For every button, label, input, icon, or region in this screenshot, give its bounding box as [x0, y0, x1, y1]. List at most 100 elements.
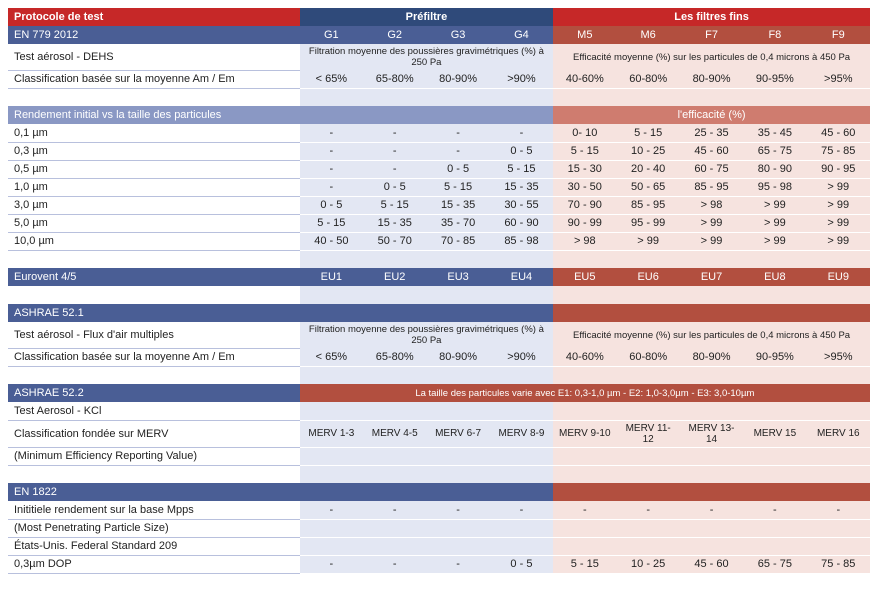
en779-aerosol-label: Test aérosol - DEHS: [8, 44, 300, 70]
particle-ff-4-1: 85 - 95: [616, 196, 679, 214]
particle-ff-3-3: 95 - 98: [743, 178, 806, 196]
particle-row-label-4: 3,0 µm: [8, 196, 300, 214]
en1822-row1-ff-0: -: [553, 501, 616, 519]
ashrae521-class-ff-4: >95%: [807, 348, 870, 366]
particle-pf-1-3: 0 - 5: [490, 142, 553, 160]
particle-pf-6-1: 50 - 70: [363, 232, 426, 250]
en1822-row3-ff-0: 5 - 15: [553, 555, 616, 573]
en779-class-pf-1: 65-80%: [363, 70, 426, 88]
particle-ff-6-2: > 99: [680, 232, 743, 250]
particle-pf-5-2: 35 - 70: [426, 214, 489, 232]
eurovent-pf-3: EU4: [490, 268, 553, 286]
ashrae522-pf-2: MERV 6-7: [426, 420, 489, 447]
ashrae521-class-ff-1: 60-80%: [616, 348, 679, 366]
filter-comparison-table: Protocole de testPréfiltreLes filtres fi…: [8, 8, 870, 574]
ashrae521-class-pf-1: 65-80%: [363, 348, 426, 366]
ashrae522-class-label: Classification fondée sur MERV: [8, 420, 300, 447]
eurovent-ff-3: EU8: [743, 268, 806, 286]
en1822-row1-ff-2: -: [680, 501, 743, 519]
particle-ff-4-3: > 99: [743, 196, 806, 214]
ashrae521-class-pf-3: >90%: [490, 348, 553, 366]
ashrae521-class-label: Classification basée sur la moyenne Am /…: [8, 348, 300, 366]
en1822-row1-pf-3: -: [490, 501, 553, 519]
en779-ff-2: F7: [680, 26, 743, 44]
en1822-row1-pf-0: -: [300, 501, 363, 519]
particles-title: Rendement initial vs la taille des parti…: [8, 106, 300, 124]
particle-ff-5-4: > 99: [807, 214, 870, 232]
en1822-row3-pf-2: -: [426, 555, 489, 573]
en779-class-label: Classification basée sur la moyenne Am /…: [8, 70, 300, 88]
particle-pf-1-1: -: [363, 142, 426, 160]
particle-ff-2-3: 80 - 90: [743, 160, 806, 178]
en779-class-ff-0: 40-60%: [553, 70, 616, 88]
particle-row-label-6: 10,0 µm: [8, 232, 300, 250]
particle-pf-6-0: 40 - 50: [300, 232, 363, 250]
particle-pf-3-3: 15 - 35: [490, 178, 553, 196]
en779-pf-3: G4: [490, 26, 553, 44]
ashrae522-ff-3: MERV 15: [743, 420, 806, 447]
particle-ff-4-4: > 99: [807, 196, 870, 214]
eurovent-ff-2: EU7: [680, 268, 743, 286]
en1822-row1-ff-3: -: [743, 501, 806, 519]
en1822-row1-label: Inititiele rendement sur la base Mpps: [8, 501, 300, 519]
particle-ff-6-1: > 99: [616, 232, 679, 250]
eurovent-ff-4: EU9: [807, 268, 870, 286]
particle-pf-5-0: 5 - 15: [300, 214, 363, 232]
ashrae521-title: ASHRAE 52.1: [8, 304, 300, 322]
particle-ff-0-2: 25 - 35: [680, 124, 743, 142]
particle-ff-1-2: 45 - 60: [680, 142, 743, 160]
particle-ff-6-4: > 99: [807, 232, 870, 250]
en779-class-pf-2: 80-90%: [426, 70, 489, 88]
ashrae521-class-pf-2: 80-90%: [426, 348, 489, 366]
particle-pf-5-3: 60 - 90: [490, 214, 553, 232]
header-protocol: Protocole de test: [8, 8, 300, 26]
particle-ff-4-0: 70 - 90: [553, 196, 616, 214]
en779-ff-note: Efficacité moyenne (%) sur les particule…: [553, 44, 870, 70]
eurovent-pf-2: EU3: [426, 268, 489, 286]
en1822-row1-sub: (Most Penetrating Particle Size): [8, 519, 300, 537]
en1822-row1-pf-2: -: [426, 501, 489, 519]
particle-ff-1-3: 65 - 75: [743, 142, 806, 160]
particle-ff-3-4: > 99: [807, 178, 870, 196]
particle-ff-3-2: 85 - 95: [680, 178, 743, 196]
particle-ff-5-1: 95 - 99: [616, 214, 679, 232]
particle-pf-3-0: -: [300, 178, 363, 196]
en779-class-ff-3: 90-95%: [743, 70, 806, 88]
particle-ff-3-0: 30 - 50: [553, 178, 616, 196]
particle-ff-2-0: 15 - 30: [553, 160, 616, 178]
en1822-row1-ff-4: -: [807, 501, 870, 519]
particle-ff-1-1: 10 - 25: [616, 142, 679, 160]
eurovent-pf-0: EU1: [300, 268, 363, 286]
particle-row-label-5: 5,0 µm: [8, 214, 300, 232]
ashrae522-ff-0: MERV 9-10: [553, 420, 616, 447]
particle-ff-2-2: 60 - 75: [680, 160, 743, 178]
particle-pf-3-1: 0 - 5: [363, 178, 426, 196]
en1822-row3-ff-3: 65 - 75: [743, 555, 806, 573]
en1822-row3-pf-0: -: [300, 555, 363, 573]
en779-pf-0: G1: [300, 26, 363, 44]
en779-class-pf-0: < 65%: [300, 70, 363, 88]
particle-row-label-0: 0,1 µm: [8, 124, 300, 142]
en779-title: EN 779 2012: [8, 26, 300, 44]
en779-pf-note: Filtration moyenne des poussières gravim…: [300, 44, 553, 70]
particle-pf-3-2: 5 - 15: [426, 178, 489, 196]
en1822-row3-ff-4: 75 - 85: [807, 555, 870, 573]
eurovent-ff-1: EU6: [616, 268, 679, 286]
en1822-row3-pf-1: -: [363, 555, 426, 573]
particle-pf-5-1: 15 - 35: [363, 214, 426, 232]
particle-ff-5-0: 90 - 99: [553, 214, 616, 232]
ashrae522-ff-4: MERV 16: [807, 420, 870, 447]
particle-ff-2-4: 90 - 95: [807, 160, 870, 178]
particle-ff-6-3: > 99: [743, 232, 806, 250]
header-prefilter: Préfiltre: [300, 8, 553, 26]
particle-pf-4-1: 5 - 15: [363, 196, 426, 214]
particle-ff-0-3: 35 - 45: [743, 124, 806, 142]
en1822-row2-label: États-Unis. Federal Standard 209: [8, 537, 300, 555]
particle-pf-0-2: -: [426, 124, 489, 142]
particle-ff-5-2: > 99: [680, 214, 743, 232]
eurovent-ff-0: EU5: [553, 268, 616, 286]
particles-ff-note: l'efficacité (%): [553, 106, 870, 124]
particle-ff-1-4: 75 - 85: [807, 142, 870, 160]
particle-pf-2-3: 5 - 15: [490, 160, 553, 178]
ashrae521-class-ff-3: 90-95%: [743, 348, 806, 366]
